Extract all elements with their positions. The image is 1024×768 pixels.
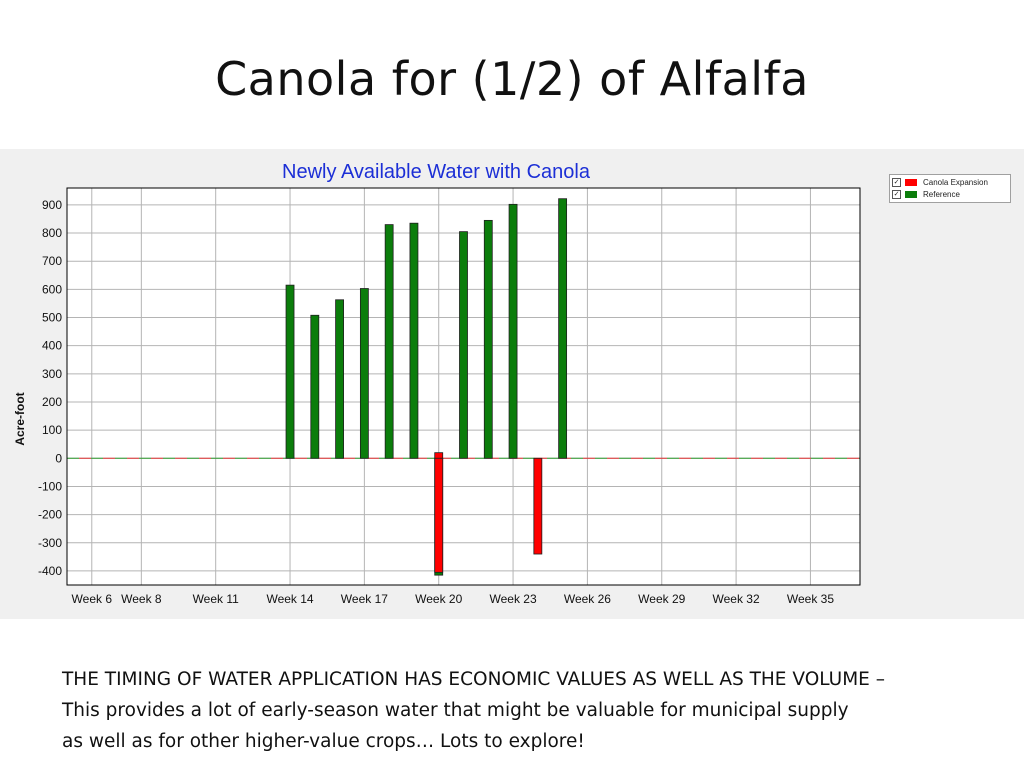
caption-line: This provides a lot of early-season wate… — [62, 700, 849, 721]
y-axis-label: Acre-foot — [13, 392, 27, 445]
caption-line: as well as for other higher-value crops…… — [62, 731, 585, 752]
bar — [459, 231, 468, 459]
bar — [310, 314, 320, 459]
bar — [483, 219, 493, 459]
x-axis-ticks: Week 6 Week 8 Week 11 Week 14 Week 17 Week 20… — [72, 592, 835, 606]
bar — [359, 288, 369, 459]
legend: ✓ Canola Expansion ✓ Reference — [889, 174, 1011, 203]
legend-item-canola-expansion[interactable]: ✓ Canola Expansion — [892, 177, 988, 188]
y-tick-label: -300 — [38, 536, 62, 550]
bar — [409, 222, 419, 459]
x-tick-label: Week 8 — [121, 592, 162, 606]
legend-label: Reference — [923, 190, 960, 199]
y-tick-label: -200 — [38, 508, 62, 522]
x-tick-label: Week 32 — [713, 592, 760, 606]
bar — [508, 203, 518, 459]
x-tick-label: Week 26 — [564, 592, 611, 606]
bar — [434, 457, 444, 573]
slide-title: Canola for (1/2) of Alfalfa — [215, 52, 809, 106]
checkbox-icon[interactable]: ✓ — [892, 190, 901, 199]
x-tick-label: Week 11 — [193, 592, 240, 606]
bar — [434, 452, 444, 459]
bar-chart: Newly Available Water with Canola 900 800… — [13, 161, 861, 606]
x-tick-label: Week 6 — [72, 592, 113, 606]
y-tick-label: 600 — [42, 282, 62, 296]
legend-label: Canola Expansion — [923, 178, 988, 187]
x-tick-label: Week 17 — [341, 592, 388, 606]
x-tick-label: Week 14 — [266, 592, 313, 606]
x-tick-label: Week 23 — [489, 592, 536, 606]
caption-line: THE TIMING OF WATER APPLICATION HAS ECON… — [62, 669, 885, 690]
bar — [285, 284, 295, 459]
checkbox-icon[interactable]: ✓ — [892, 178, 901, 187]
legend-swatch — [905, 179, 917, 186]
bar — [384, 224, 394, 459]
y-tick-label: -400 — [38, 564, 62, 578]
y-tick-label: 400 — [42, 339, 62, 353]
y-tick-label: 100 — [42, 423, 62, 437]
y-axis-ticks: 900 800 700 600 500 400 300 200 100 0 -100 -200 -300… — [38, 198, 62, 578]
y-tick-label: 500 — [42, 311, 62, 325]
y-tick-label: -100 — [38, 479, 62, 493]
y-tick-label: 300 — [42, 367, 62, 381]
chart-panel: Newly Available Water with Canola 900 800… — [0, 149, 1024, 619]
y-tick-label: 700 — [42, 254, 62, 268]
y-tick-label: 900 — [42, 198, 62, 212]
y-tick-label: 200 — [42, 395, 62, 409]
chart-title: Newly Available Water with Canola — [282, 161, 591, 183]
x-tick-label: Week 20 — [415, 592, 462, 606]
legend-item-reference[interactable]: ✓ Reference — [892, 189, 960, 200]
bar — [558, 198, 568, 459]
plot-frame — [66, 187, 861, 586]
x-tick-label: Week 29 — [638, 592, 685, 606]
y-tick-label: 0 — [55, 451, 62, 465]
bar — [533, 457, 543, 555]
slide-caption: THE TIMING OF WATER APPLICATION HAS ECON… — [62, 664, 1007, 757]
legend-swatch — [905, 191, 917, 198]
bar — [335, 299, 344, 459]
chart-bars — [285, 198, 568, 576]
x-tick-label: Week 35 — [787, 592, 834, 606]
y-tick-label: 800 — [42, 226, 62, 240]
